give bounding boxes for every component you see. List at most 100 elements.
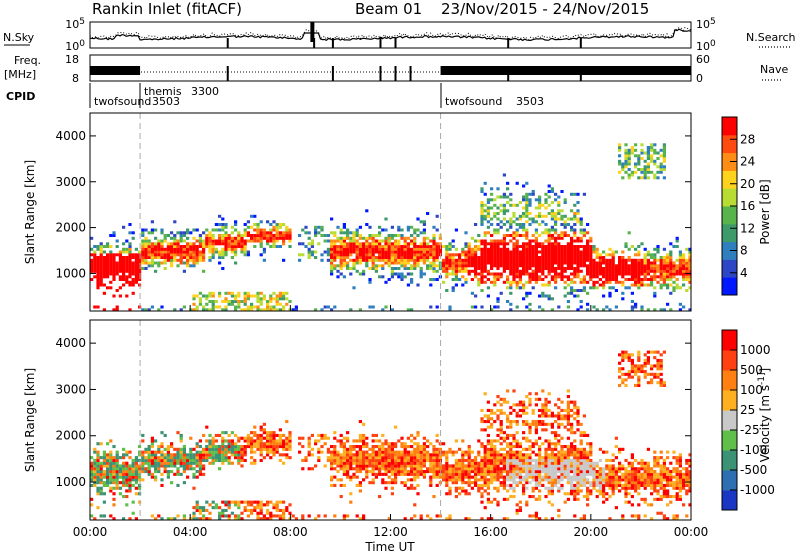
heatmap-cell bbox=[477, 472, 481, 476]
heatmap-cell bbox=[179, 436, 183, 440]
heatmap-cell bbox=[490, 253, 494, 257]
heatmap-cell bbox=[474, 456, 478, 460]
heatmap-cell bbox=[202, 472, 206, 476]
heatmap-cell bbox=[614, 264, 618, 268]
heatmap-cell bbox=[176, 250, 180, 254]
heatmap-cell bbox=[406, 436, 410, 440]
heatmap-cell bbox=[288, 503, 292, 507]
heatmap-cell bbox=[413, 256, 417, 259]
heatmap-cell bbox=[422, 442, 426, 446]
heatmap-cell bbox=[531, 464, 535, 468]
heatmap-cell bbox=[99, 247, 103, 251]
heatmap-cell bbox=[221, 217, 225, 221]
heatmap-cell bbox=[323, 442, 327, 446]
heatmap-cell bbox=[541, 250, 545, 254]
heatmap-cell bbox=[435, 475, 439, 479]
heatmap-cell bbox=[483, 392, 487, 396]
heatmap-cell bbox=[298, 253, 302, 257]
heatmap-cell bbox=[234, 503, 238, 507]
heatmap-cell bbox=[390, 464, 394, 468]
heatmap-cell bbox=[659, 308, 663, 312]
heatmap-cell bbox=[358, 253, 362, 257]
heatmap-cell bbox=[550, 467, 554, 471]
heatmap-cell bbox=[362, 514, 366, 518]
heatmap-cell bbox=[509, 250, 513, 254]
heatmap-cell bbox=[592, 261, 596, 265]
heatmap-cell bbox=[650, 143, 654, 147]
heatmap-cell bbox=[166, 461, 170, 465]
heatmap-cell bbox=[163, 247, 167, 251]
heatmap-cell bbox=[400, 436, 404, 440]
heatmap-cell bbox=[96, 283, 100, 287]
heatmap-cell bbox=[429, 475, 433, 479]
heatmap-cell bbox=[256, 291, 260, 295]
heatmap-cell bbox=[381, 256, 385, 259]
heatmap-cell bbox=[253, 294, 257, 298]
heatmap-cell bbox=[586, 256, 590, 259]
heatmap-cell bbox=[538, 267, 542, 270]
heatmap-cell bbox=[205, 517, 209, 521]
heatmap-cell bbox=[515, 269, 519, 273]
heatmap-cell bbox=[547, 492, 551, 496]
heatmap-cell bbox=[541, 470, 545, 474]
heatmap-cell bbox=[131, 261, 135, 265]
heatmap-cell bbox=[483, 450, 487, 454]
heatmap-cell bbox=[246, 508, 250, 512]
heatmap-cell bbox=[134, 458, 138, 462]
heatmap-cell bbox=[467, 272, 471, 276]
heatmap-cell bbox=[592, 267, 596, 270]
heatmap-cell bbox=[333, 467, 337, 471]
heatmap-cell bbox=[381, 453, 385, 457]
heatmap-cell bbox=[278, 500, 282, 504]
heatmap-cell bbox=[550, 475, 554, 479]
heatmap-cell bbox=[518, 464, 522, 468]
heatmap-cell bbox=[685, 258, 689, 262]
heatmap-cell bbox=[493, 242, 497, 246]
heatmap-cell bbox=[128, 250, 132, 254]
heatmap-cell bbox=[342, 253, 346, 257]
heatmap-cell bbox=[518, 234, 522, 237]
heatmap-cell bbox=[330, 467, 334, 471]
heatmap-cell bbox=[112, 503, 116, 507]
heatmap-cell bbox=[560, 464, 564, 468]
heatmap-cell bbox=[218, 517, 222, 521]
heatmap-cell bbox=[234, 517, 238, 521]
heatmap-cell bbox=[333, 431, 337, 435]
heatmap-cell bbox=[426, 439, 430, 443]
heatmap-cell bbox=[214, 450, 218, 454]
heatmap-cell bbox=[499, 456, 503, 460]
heatmap-cell bbox=[182, 245, 186, 248]
heatmap-cell bbox=[374, 458, 378, 462]
heatmap-cell bbox=[390, 250, 394, 254]
heatmap-cell bbox=[288, 433, 292, 437]
heatmap-cell bbox=[262, 447, 266, 451]
heatmap-cell bbox=[454, 228, 458, 232]
heatmap-cell bbox=[646, 148, 650, 152]
heatmap-cell bbox=[349, 467, 353, 471]
heatmap-cell bbox=[525, 458, 529, 462]
heatmap-cell bbox=[483, 280, 487, 284]
heatmap-cell bbox=[429, 483, 433, 487]
heatmap-cell bbox=[150, 456, 154, 460]
heatmap-cell bbox=[371, 439, 375, 443]
heatmap-cell bbox=[416, 458, 420, 462]
heatmap-cell bbox=[512, 436, 516, 440]
heatmap-cell bbox=[544, 475, 548, 479]
heatmap-cell bbox=[653, 258, 657, 262]
heatmap-cell bbox=[349, 456, 353, 460]
heatmap-cell bbox=[218, 250, 222, 254]
heatmap-cell bbox=[374, 456, 378, 460]
heatmap-cell bbox=[461, 475, 465, 479]
heatmap-cell bbox=[662, 256, 666, 259]
heatmap-cell bbox=[531, 472, 535, 476]
heatmap-cell bbox=[570, 289, 574, 292]
heatmap-cell bbox=[275, 234, 279, 237]
heatmap-cell bbox=[115, 305, 119, 309]
heatmap-cell bbox=[333, 253, 337, 257]
heatmap-cell bbox=[512, 250, 516, 254]
heatmap-cell bbox=[442, 442, 446, 446]
heatmap-cell bbox=[163, 256, 167, 259]
heatmap-cell bbox=[163, 250, 167, 254]
heatmap-cell bbox=[227, 447, 231, 451]
heatmap-cell bbox=[186, 456, 190, 460]
